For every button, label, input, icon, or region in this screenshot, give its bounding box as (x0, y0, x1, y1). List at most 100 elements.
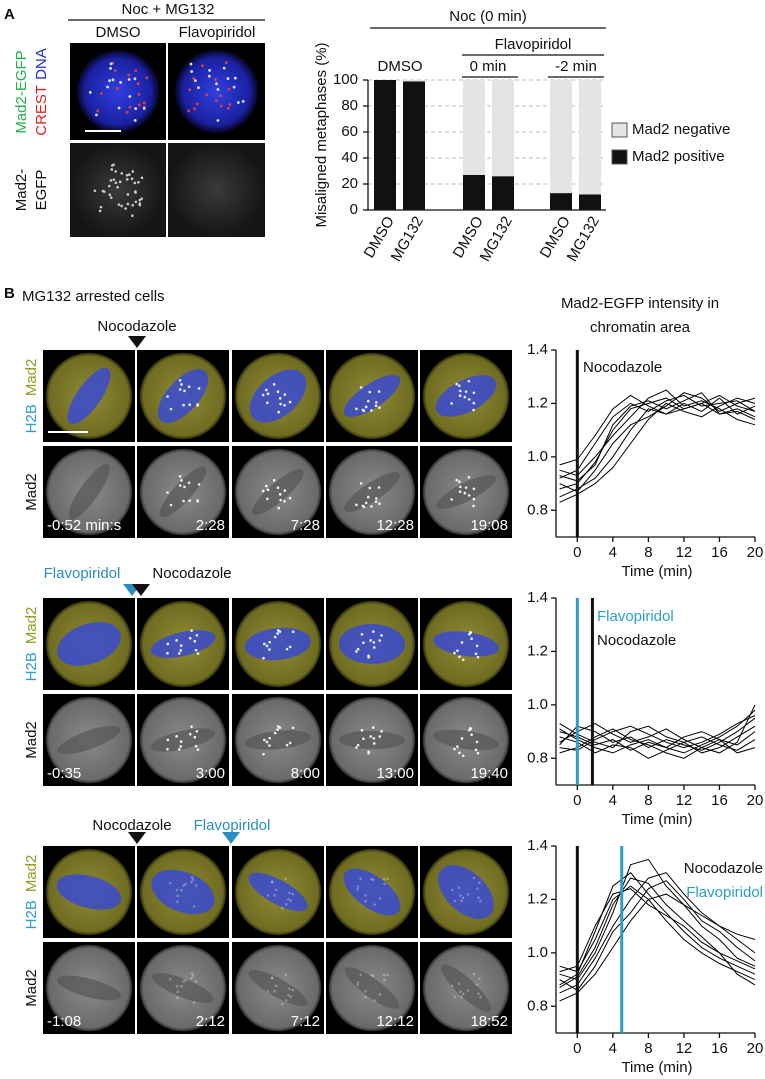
kinetochore (273, 731, 277, 735)
row-label: Mad2-EGFP (13, 50, 30, 133)
kinetochore (362, 737, 365, 741)
micrograph (43, 694, 135, 786)
y-tick-label: 1.0 (527, 696, 548, 713)
chromatin-shadow (338, 730, 406, 750)
y-tick-label: 0.8 (527, 501, 548, 518)
kinetochore (288, 741, 292, 745)
kinetochore (288, 987, 291, 991)
x-tick-label: 20 (747, 792, 764, 809)
kinetochore (138, 198, 142, 202)
panel-subtitle: MG132 arrested cells (22, 288, 165, 305)
kinetochore (180, 888, 183, 892)
micrograph (326, 694, 418, 786)
kinetochore (274, 888, 278, 892)
kinetochore (117, 106, 121, 110)
y-tick-label: 0.8 (527, 749, 548, 766)
column-label: DMSO (96, 24, 141, 41)
kinetochore (124, 207, 127, 210)
kinetochore (385, 973, 389, 977)
kinetochore (145, 76, 149, 80)
kinetochore (96, 109, 99, 113)
chromatin-shadow (440, 964, 492, 1012)
x-tick-label: 12 (676, 1040, 693, 1057)
kinetochore (214, 99, 218, 103)
kinetochore (366, 495, 370, 499)
kinetochore (133, 181, 137, 185)
row-label: H2B Mad2 (23, 359, 40, 434)
row-label: Mad2 (23, 969, 40, 1007)
kinetochore (459, 894, 462, 897)
kinetochore (111, 78, 115, 82)
kinetochore (178, 484, 182, 487)
trace (559, 888, 756, 986)
micrograph (420, 598, 512, 690)
kinetochore (118, 180, 122, 184)
kinetochore (110, 164, 114, 167)
trace (559, 877, 756, 989)
kinetochore (106, 85, 109, 89)
bar-segment (463, 174, 485, 210)
kinetochore (183, 389, 186, 393)
kinetochore (287, 993, 290, 997)
micrograph (43, 942, 135, 1034)
kinetochore (195, 102, 199, 106)
kinetochore (377, 486, 381, 489)
kinetochore (453, 747, 456, 751)
kinetochore (283, 499, 286, 503)
kinetochore (273, 635, 277, 639)
chromatin (245, 627, 311, 661)
y-axis-label: Misaligned metaphases (%) (313, 42, 330, 227)
kinetochore (362, 409, 366, 413)
kinetochore (134, 69, 138, 73)
kinetochore (458, 485, 462, 489)
chromatin (67, 368, 111, 424)
bar-segment (550, 193, 572, 210)
kinetochore (472, 391, 476, 395)
kinetochore (195, 633, 199, 637)
kinetochore (288, 645, 292, 649)
kinetochore (276, 728, 279, 731)
kinetochore (457, 982, 461, 986)
kinetochore (142, 106, 146, 110)
arrowhead (132, 584, 150, 596)
micrograph (326, 942, 418, 1034)
kinetochore (364, 899, 367, 903)
kinetochore (98, 209, 102, 213)
timestamp: 12:12 (376, 1013, 414, 1030)
kinetochore (276, 629, 280, 632)
kinetochore (177, 652, 181, 655)
kinetochore (175, 639, 178, 642)
kinetochore (380, 730, 383, 733)
kinetochore (138, 203, 142, 207)
kinetochore (125, 178, 129, 181)
kinetochore (88, 91, 92, 94)
kinetochore (193, 735, 197, 739)
kinetochore (270, 881, 274, 884)
kinetochore (478, 881, 481, 885)
kinetochore (127, 73, 131, 77)
kinetochore (134, 107, 138, 111)
kinetochore (179, 649, 183, 652)
treatment-label: Nocodazole (152, 565, 231, 582)
kinetochore (472, 401, 476, 405)
kinetochore (285, 647, 289, 651)
panel-label: A (4, 6, 15, 23)
y-tick-label: 0.8 (527, 997, 548, 1014)
label-part: CREST (33, 85, 50, 136)
kinetochore (207, 74, 211, 78)
kinetochore (175, 888, 179, 892)
kinetochore (288, 891, 291, 895)
kinetochore (188, 732, 192, 736)
micrograph (137, 598, 229, 690)
kinetochore (176, 900, 179, 904)
kinetochore (166, 395, 169, 398)
kinetochore (362, 641, 365, 645)
kinetochore (371, 878, 375, 882)
kinetochore (266, 488, 270, 492)
cell (70, 143, 166, 237)
chromatin (343, 374, 401, 418)
kinetochore (371, 974, 375, 978)
y-tick-label: 60 (341, 123, 358, 140)
kinetochore (127, 173, 131, 176)
kinetochore (460, 641, 464, 644)
